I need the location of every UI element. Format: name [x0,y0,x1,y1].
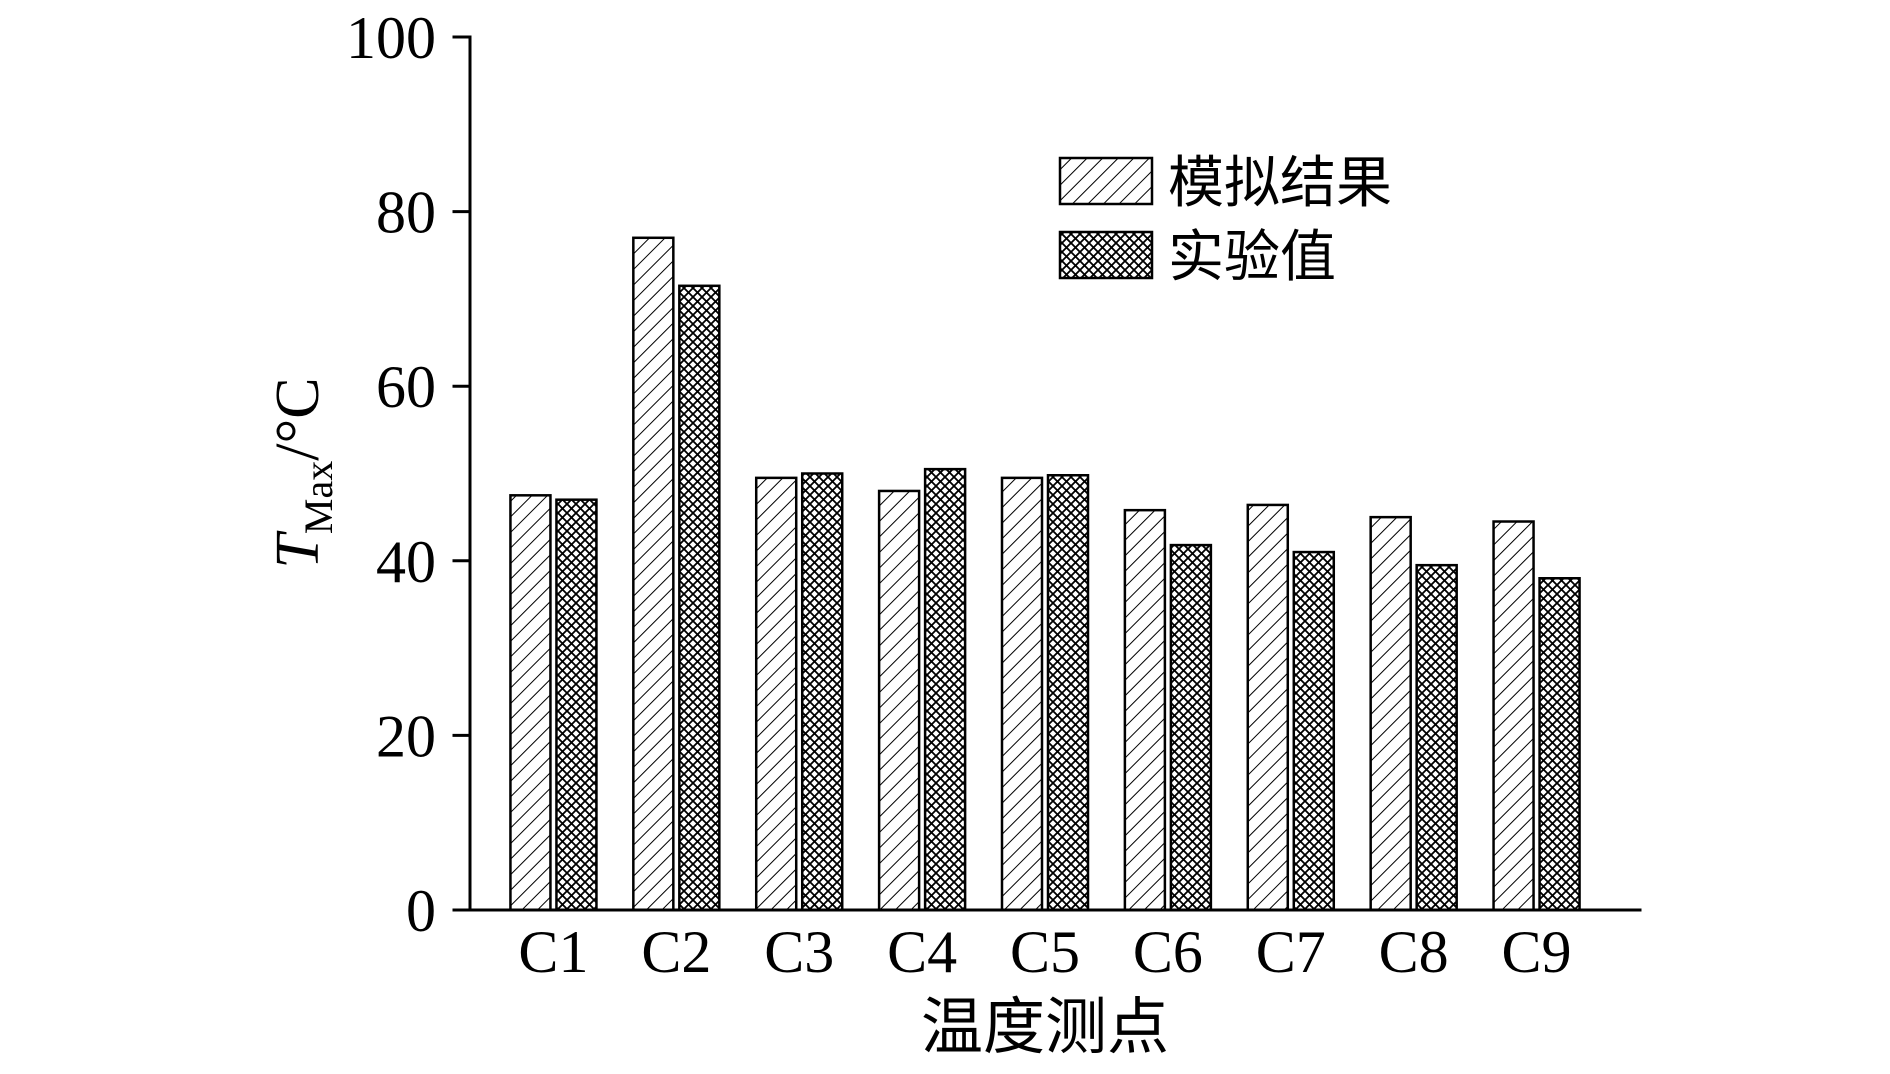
y-axis-title-subscript: Max [296,461,341,534]
x-category-label-C5: C5 [1010,919,1080,985]
x-category-label-C4: C4 [887,919,957,985]
bar-exp-C4 [923,467,967,912]
x-category-label-C7: C7 [1256,919,1326,985]
bar-sim-C4 [877,489,921,912]
legend-swatch-simulation [1058,156,1154,206]
bar-exp-C9 [1538,577,1581,912]
x-category-label-C6: C6 [1133,919,1203,985]
y-tick-label-80: 80 [376,180,436,246]
x-category-label-C2: C2 [641,919,711,985]
y-axis-title-symbol: T [264,530,332,569]
x-category-label-C9: C9 [1502,919,1572,985]
bar-sim-C6 [1123,508,1167,912]
bar-exp-C2 [678,284,721,912]
bar-sim-C8 [1369,515,1412,912]
bar-exp-C5 [1046,473,1090,912]
bar-exp-C6 [1169,543,1213,912]
y-tick-label-100: 100 [346,5,436,71]
bar-sim-C1 [509,494,552,912]
bars-group [509,236,1581,912]
y-tick-label-0: 0 [406,878,436,944]
bar-sim-C5 [1000,476,1044,912]
legend: 模拟结果 实验值 [1058,153,1392,289]
bar-sim-C2 [632,236,675,912]
legend-label-experiment: 实验值 [1168,227,1336,289]
legend-swatch-experiment [1058,230,1154,280]
x-category-label-C1: C1 [518,919,588,985]
bar-sim-C7 [1246,503,1290,912]
bar-exp-C3 [800,472,844,912]
bar-sim-C9 [1492,520,1535,912]
x-axis-title: 温度测点 [921,994,1169,1062]
x-category-label-C3: C3 [764,919,834,985]
y-tick-label-40: 40 [376,529,436,595]
y-tick-label-20: 20 [376,703,436,769]
axes-group: 0 20 40 60 80 100 C1 C2 C3 C4 C5 C6 C7 C8 C9 [346,5,1642,985]
bar-exp-C8 [1415,563,1458,912]
bar-exp-C7 [1292,550,1336,912]
x-category-label-C8: C8 [1379,919,1449,985]
y-axis-title-unit: /°C [264,377,332,460]
y-tick-label-60: 60 [376,354,436,420]
legend-label-simulation: 模拟结果 [1168,153,1392,215]
bar-sim-C3 [754,476,798,912]
y-axis-title: TMax/°C [264,377,341,568]
bar-exp-C1 [555,498,598,912]
